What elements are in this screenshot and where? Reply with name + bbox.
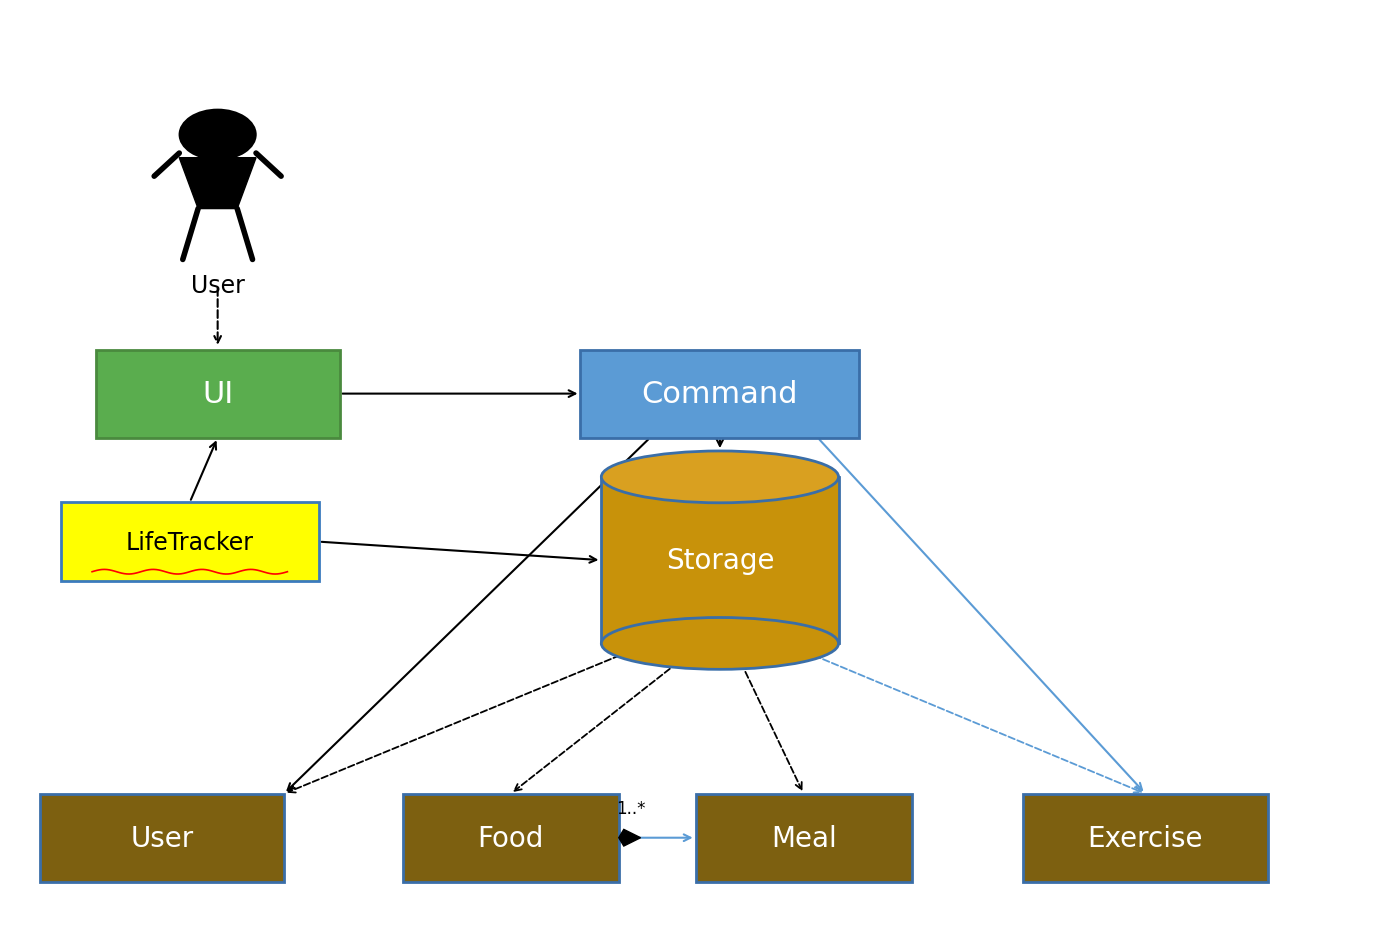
FancyBboxPatch shape <box>580 350 860 438</box>
Text: Food: Food <box>478 824 544 852</box>
Text: Meal: Meal <box>770 824 836 852</box>
Polygon shape <box>601 477 839 643</box>
Text: Exercise: Exercise <box>1088 824 1204 852</box>
Text: Command: Command <box>642 380 798 409</box>
Text: Storage: Storage <box>665 547 774 575</box>
FancyBboxPatch shape <box>696 794 911 882</box>
Text: LifeTracker: LifeTracker <box>126 530 254 554</box>
FancyBboxPatch shape <box>39 794 284 882</box>
Text: 1..*: 1..* <box>617 799 646 818</box>
Ellipse shape <box>601 618 839 669</box>
FancyBboxPatch shape <box>403 794 619 882</box>
Text: User: User <box>130 824 193 852</box>
Text: UI: UI <box>203 380 233 409</box>
FancyBboxPatch shape <box>1023 794 1268 882</box>
Text: User: User <box>190 274 245 298</box>
FancyBboxPatch shape <box>95 350 340 438</box>
Polygon shape <box>619 830 640 846</box>
FancyBboxPatch shape <box>60 502 319 581</box>
Ellipse shape <box>601 451 839 503</box>
Polygon shape <box>179 159 256 210</box>
Circle shape <box>179 109 257 161</box>
